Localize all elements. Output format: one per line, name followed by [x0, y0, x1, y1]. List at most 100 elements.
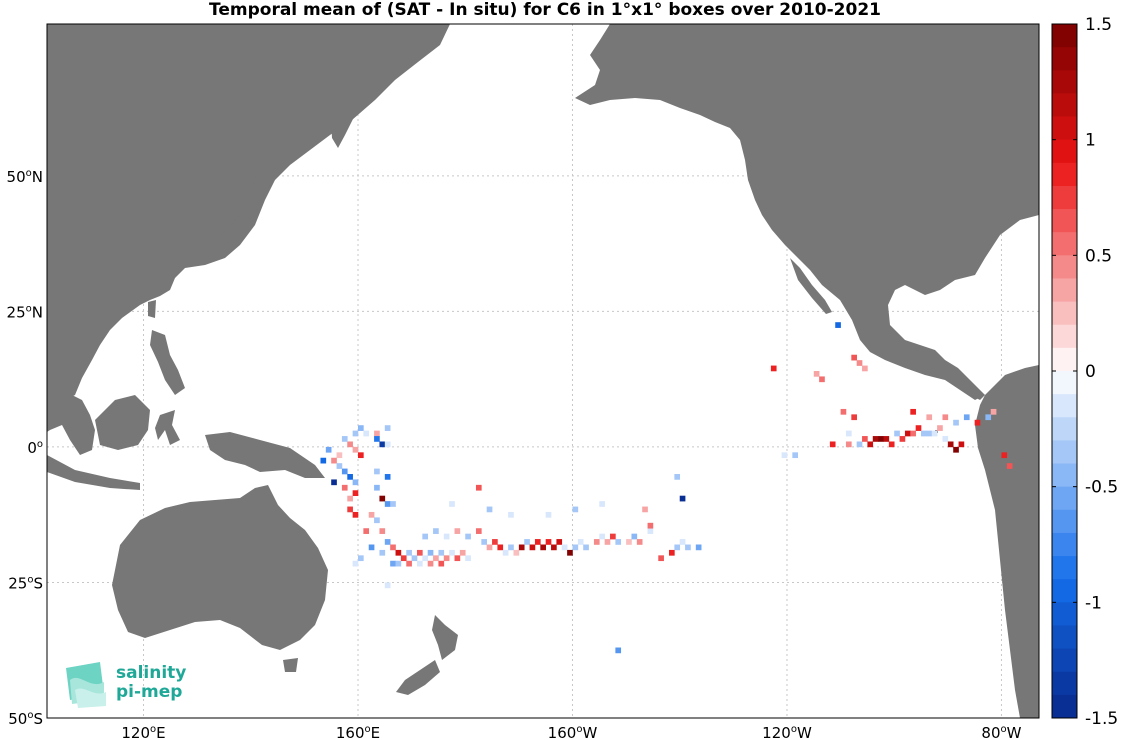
data-box-107 [572, 506, 579, 513]
colorbar-segment-24 [1052, 579, 1077, 603]
data-box-15 [331, 457, 337, 464]
colorbar-segment-19 [1052, 463, 1077, 488]
data-box-110 [647, 522, 654, 529]
colorbar-segment-25 [1052, 602, 1077, 626]
data-box-155 [990, 408, 997, 415]
data-box-51 [465, 555, 471, 562]
data-box-61 [422, 533, 429, 540]
land-north-america [575, 24, 1039, 400]
data-box-141 [926, 430, 933, 437]
land-kamchatka [330, 75, 362, 148]
land-masses [47, 24, 1039, 718]
data-box-99 [679, 539, 686, 545]
lat-tick-label-3: 25oS [8, 574, 43, 592]
data-box-158 [1001, 452, 1008, 459]
colorbar-segment-20 [1052, 486, 1077, 511]
data-box-24 [347, 506, 353, 513]
data-box-37 [390, 544, 396, 551]
land-australia [112, 485, 328, 650]
data-box-48 [449, 549, 455, 556]
data-box-47 [443, 555, 450, 562]
data-box-76 [529, 544, 536, 551]
data-box-5 [379, 441, 386, 448]
data-box-7 [384, 441, 391, 448]
logo-line1: salinity [116, 663, 186, 683]
data-box-57 [438, 560, 445, 567]
colorbar-segment-13 [1052, 324, 1077, 349]
data-box-53 [395, 560, 402, 567]
data-box-129 [862, 436, 868, 442]
data-box-130 [867, 441, 874, 448]
data-box-126 [829, 441, 836, 448]
data-box-49 [454, 555, 461, 562]
colorbar-segment-4 [1052, 116, 1077, 141]
data-box-109 [642, 506, 648, 513]
colorbar-segment-23 [1052, 556, 1077, 580]
colorbar-segment-22 [1052, 532, 1077, 557]
data-box-22 [352, 490, 359, 497]
data-box-102 [449, 501, 455, 507]
data-box-25 [352, 511, 359, 518]
data-box-93 [631, 533, 638, 540]
data-box-29 [384, 501, 391, 507]
data-box-27 [384, 474, 391, 480]
data-box-45 [433, 555, 439, 562]
data-box-115 [352, 560, 359, 567]
data-box-133 [883, 436, 890, 442]
latitude-axis: 50oN 25oN 0o 25oS 50oS [7, 168, 43, 728]
data-box-60 [379, 549, 386, 556]
data-box-86 [583, 544, 589, 551]
data-box-117 [813, 371, 820, 377]
land-new-zealand-north [432, 615, 458, 660]
data-box-104 [486, 506, 493, 513]
data-box-67 [481, 539, 487, 545]
data-box-33 [374, 517, 380, 524]
colorbar-segment-26 [1052, 625, 1077, 649]
data-box-40 [406, 549, 412, 556]
data-box-106 [545, 511, 552, 518]
data-box-94 [636, 539, 643, 545]
data-box-62 [433, 528, 439, 534]
data-box-35 [379, 528, 386, 534]
data-box-111 [674, 474, 681, 480]
data-box-113 [615, 647, 622, 654]
data-box-55 [416, 560, 423, 567]
colorbar-segment-9 [1052, 232, 1077, 256]
data-box-50 [459, 549, 466, 556]
data-box-36 [384, 539, 391, 545]
data-box-145 [947, 441, 954, 448]
data-box-127 [845, 441, 852, 448]
data-box-148 [910, 408, 916, 415]
data-box-128 [856, 441, 863, 448]
data-box-144 [942, 436, 949, 442]
data-box-59 [368, 544, 375, 551]
data-box-156 [781, 452, 788, 459]
land-sulawesi [155, 410, 180, 445]
data-box-14 [320, 457, 327, 464]
data-box-70 [497, 544, 504, 551]
data-box-84 [572, 544, 579, 551]
land-new-guinea [205, 432, 325, 478]
data-box-63 [443, 533, 450, 540]
data-box-122 [862, 365, 868, 372]
data-box-150 [942, 414, 949, 421]
data-box-88 [599, 533, 605, 540]
lon-tick-label-4: 80oW [981, 724, 1021, 740]
lon-tick-label-1: 160oE [336, 724, 380, 740]
data-box-68 [486, 544, 493, 551]
data-box-135 [894, 430, 900, 437]
colorbar-segment-28 [1052, 671, 1077, 696]
colorbar-segment-10 [1052, 255, 1077, 279]
data-box-16 [336, 463, 343, 469]
colorbar-tick-label-0: 1.5 [1085, 15, 1112, 35]
data-box-31 [390, 501, 396, 507]
data-box-146 [953, 446, 959, 453]
data-box-142 [931, 430, 938, 437]
data-box-147 [958, 441, 965, 448]
data-box-1 [358, 425, 364, 431]
land-korea [200, 215, 218, 250]
data-box-143 [937, 425, 943, 431]
data-box-23 [347, 495, 353, 502]
data-box-114 [384, 582, 391, 589]
